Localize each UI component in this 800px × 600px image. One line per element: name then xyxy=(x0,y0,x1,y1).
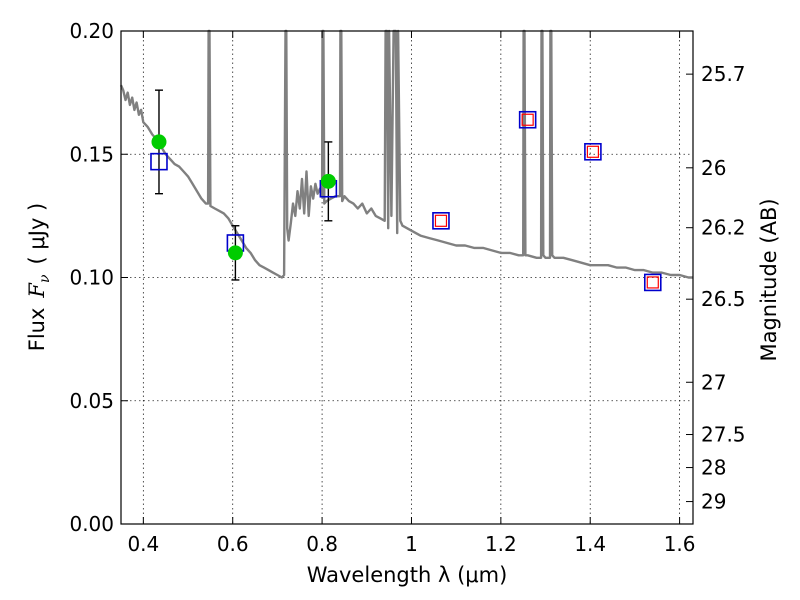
y-axis-label-symbol: F xyxy=(25,282,49,299)
y-tick-label: 0.20 xyxy=(69,19,114,43)
model-flux-square xyxy=(432,212,450,230)
y2-tick-label: 26 xyxy=(701,156,726,180)
predicted-flux-square xyxy=(646,276,659,289)
x-tick-label: 0.8 xyxy=(306,532,338,556)
observed-point xyxy=(320,173,336,189)
y-axis-label-prefix: Flux xyxy=(25,308,49,352)
y-axis-label: Flux Fν ( μJy ) xyxy=(25,203,53,351)
y2-tick-label: 25.7 xyxy=(701,62,746,86)
observed-flux-markers xyxy=(151,134,336,261)
y-axis: 0.00 0.05 0.10 0.15 0.20 xyxy=(69,19,128,536)
y2-axis-label: Magnitude (AB) xyxy=(757,198,781,361)
y2-tick-label: 27.5 xyxy=(701,423,746,447)
y-tick-label: 0.10 xyxy=(69,266,114,290)
model-flux-square xyxy=(518,110,537,129)
model-flux-markers xyxy=(150,110,662,292)
x-tick-label: 1.2 xyxy=(485,532,517,556)
x-tick-label: 0.4 xyxy=(127,532,159,556)
x-tick-label: 0.6 xyxy=(217,532,249,556)
y2-tick-label: 29 xyxy=(701,490,726,514)
model-flux-square xyxy=(584,142,602,161)
y-axis-label-unit: ( μJy ) xyxy=(25,203,49,265)
predicted-flux-square xyxy=(434,214,448,227)
y-tick-label: 0.00 xyxy=(69,512,114,536)
y-tick-label: 0.15 xyxy=(69,142,114,166)
y2-tick-label: 26.5 xyxy=(701,287,746,311)
model-flux-square xyxy=(150,152,168,171)
predicted-flux-square xyxy=(586,145,600,158)
predicted-flux-square xyxy=(521,113,534,126)
y-axis-label-subscript: ν xyxy=(37,274,53,283)
x-axis: 0.4 0.6 0.8 1 1.2 1.4 1.6 xyxy=(127,31,696,556)
x-axis-label: Wavelength λ (μm) xyxy=(307,563,508,587)
y2-tick-label: 28 xyxy=(701,456,726,480)
y-tick-label: 0.05 xyxy=(69,389,114,413)
model-flux-square xyxy=(643,273,662,292)
grid xyxy=(121,30,693,525)
predicted-flux-markers xyxy=(434,113,659,289)
observed-point xyxy=(227,245,243,261)
y2-axis: 25.7 26 26.2 26.5 27 27.5 28 29 xyxy=(686,62,746,514)
x-tick-label: 1 xyxy=(405,532,418,556)
x-tick-label: 1.4 xyxy=(574,532,606,556)
y2-tick-label: 26.2 xyxy=(701,216,746,240)
y2-tick-label: 27 xyxy=(701,370,726,394)
x-tick-label: 1.6 xyxy=(664,532,696,556)
observed-point xyxy=(151,134,167,150)
